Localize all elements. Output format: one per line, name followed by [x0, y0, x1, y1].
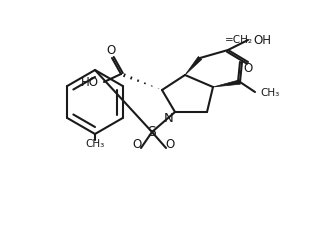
Text: O: O — [243, 62, 253, 76]
Text: O: O — [132, 138, 142, 150]
Text: S: S — [147, 125, 156, 139]
Text: =CH₂: =CH₂ — [225, 35, 253, 45]
Text: CH₃: CH₃ — [85, 139, 105, 149]
Text: OH: OH — [253, 34, 271, 46]
Text: CH₃: CH₃ — [260, 88, 279, 98]
Text: N: N — [164, 112, 174, 126]
Polygon shape — [185, 56, 202, 75]
Text: O: O — [166, 138, 175, 150]
Text: O: O — [106, 44, 116, 58]
Polygon shape — [213, 80, 241, 87]
Text: HO: HO — [81, 76, 99, 88]
